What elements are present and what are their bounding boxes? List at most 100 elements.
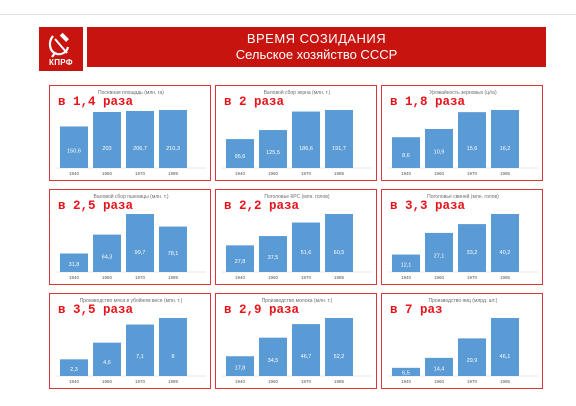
x-tick-label: 1985 [334,379,345,384]
bar [126,324,154,376]
data-label: 95,6 [235,154,246,160]
data-label: 206,7 [133,146,147,152]
data-label: 15,6 [467,146,478,152]
x-tick-label: 1970 [467,275,478,280]
data-label: 51,6 [301,250,312,256]
x-tick-label: 1960 [268,379,279,384]
chart-title: Урожайность зерновых (ц/га) [429,89,497,96]
x-tick-label: 1960 [268,275,279,280]
bar [325,318,353,376]
bar [226,356,254,376]
x-tick-label: 1940 [235,379,246,384]
bar [159,226,187,272]
bar-chart: Посевная площадь (млн. га) 150,6 1940 203 19… [56,90,206,176]
bar [491,214,519,272]
data-label: 27,8 [235,259,246,265]
chart-panel: Валовой сбор зерна (млн. т.) 95,6 1940 125,… [215,85,377,181]
x-tick-label: 1970 [135,171,146,176]
data-label: 150,6 [67,149,81,155]
data-label: 125,5 [266,150,280,156]
data-label: 78,1 [168,251,179,257]
data-label: 210,3 [166,146,180,152]
x-tick-label: 1985 [168,379,179,384]
bar [292,222,320,272]
data-label: 191,7 [332,146,346,152]
bar [60,359,88,376]
data-label: 46,1 [500,354,511,360]
bar-chart: Урожайность зерновых (ц/га) 8,6 1940 10,9 19… [388,89,538,176]
bar [392,367,420,376]
bar [292,324,320,376]
bar [226,139,254,168]
data-label: 46,7 [301,354,312,360]
data-label: 8 [171,354,174,360]
x-tick-label: 1940 [235,171,246,176]
data-label: 2,3 [70,367,78,373]
chart-title: Производство яиц (млрд. шт.) [429,298,498,304]
x-tick-label: 1970 [301,171,312,176]
data-label: 7,1 [136,354,144,360]
x-tick-label: 1960 [434,379,445,384]
chart-panel: Урожайность зерновых (ц/га) 8,6 1940 10,9 19… [381,85,543,181]
bar [425,128,453,168]
bar [259,337,287,376]
bar [392,137,420,168]
data-label: 4,6 [103,360,111,366]
growth-ratio: в 2,9 раза [224,303,300,317]
page-title: ВРЕМЯ СОЗИДАНИЯ [246,31,387,46]
bar [458,224,486,272]
page-subtitle: Сельское хозяйство СССР [235,47,398,62]
bar [126,110,154,168]
data-label: 16,2 [500,146,511,152]
bar [126,214,154,272]
data-label: 34,5 [268,358,279,364]
bar [458,338,486,376]
bar-chart: Валовой сбор зерна (млн. т.) 95,6 1940 125,… [222,89,372,176]
data-label: 31,8 [69,262,80,268]
x-tick-label: 1985 [500,275,511,280]
top-divider [0,14,576,15]
data-label: 8,6 [402,153,410,159]
growth-ratio: в 1,8 раза [390,95,466,109]
bar [491,110,519,168]
growth-ratio: в 3,5 раза [58,303,134,317]
x-tick-label: 1960 [434,275,445,280]
bar [159,318,187,376]
bar [159,110,187,168]
chart-title: Поголовье свиней (млн. голов) [427,193,499,200]
data-label: 52,2 [334,354,345,360]
x-tick-label: 1985 [500,379,511,384]
x-tick-label: 1985 [334,275,345,280]
x-tick-label: 1960 [268,171,279,176]
growth-ratio: в 2 раза [224,95,285,109]
data-label: 27,1 [434,254,445,260]
x-tick-label: 1940 [69,171,80,176]
bar-chart: Производство молока (млн. т.) 17,8 1940 34,… [222,298,372,384]
x-tick-label: 1970 [467,171,478,176]
bar-chart: Поголовье свиней (млн. голов) 12,1 1940 27,… [388,193,538,280]
bar [259,130,287,168]
chart-title: Посевная площадь (млн. га) [98,90,164,96]
x-tick-label: 1970 [135,379,146,384]
bar [425,357,453,376]
data-label: 64,3 [102,254,113,260]
x-tick-label: 1960 [102,171,113,176]
x-tick-label: 1960 [102,379,113,384]
growth-ratio: в 2,5 раза [58,199,134,213]
chart-title: Производство молока (млн. т.) [262,298,333,304]
chart-panel: Производство молока (млн. т.) 17,8 1940 34,… [215,293,377,389]
chart-panel: Поголовье свиней (млн. голов) 12,1 1940 27,… [381,189,543,285]
bar [392,254,420,272]
kprf-logo: КПРФ [39,27,83,71]
bar [425,232,453,272]
data-label: 40,2 [500,250,511,256]
x-tick-label: 1940 [69,275,80,280]
growth-ratio: в 3,3 раза [390,199,466,213]
data-label: 14,4 [434,366,445,372]
x-tick-label: 1940 [69,379,80,384]
bar [60,126,88,168]
bar [93,342,121,376]
bar [226,245,254,272]
x-tick-label: 1970 [301,275,312,280]
chart-title: Валовой сбор зерна (млн. т.) [264,89,331,96]
